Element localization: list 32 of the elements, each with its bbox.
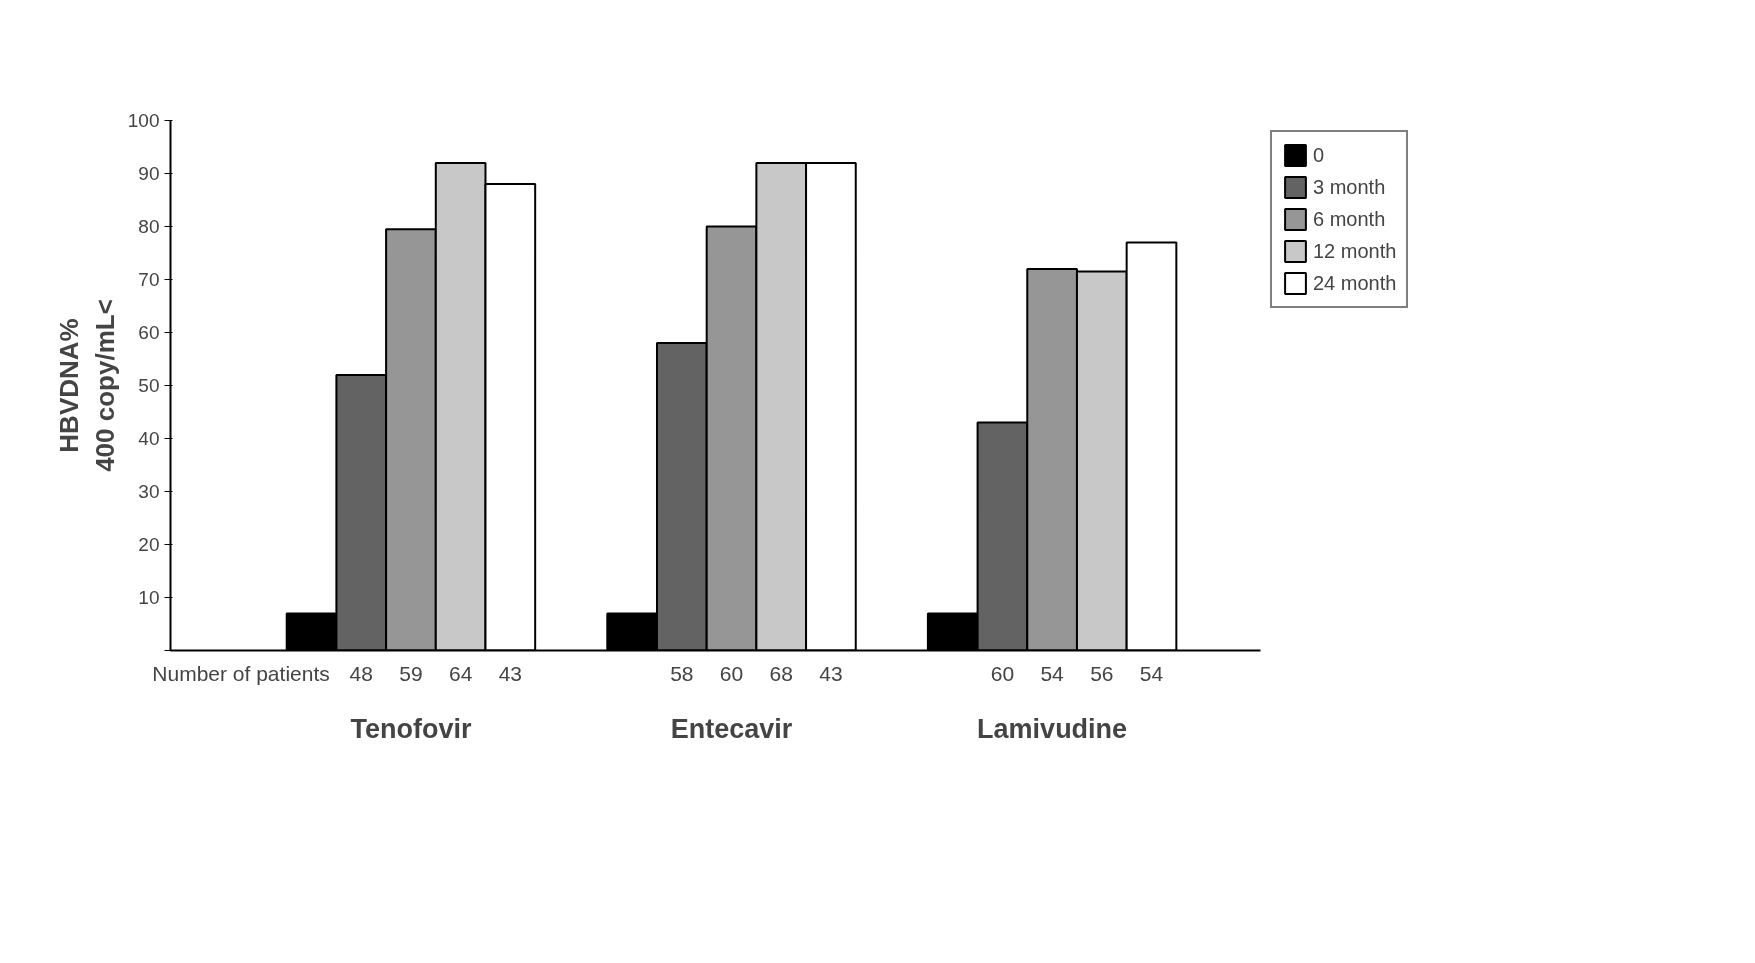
text: 54	[1040, 661, 1065, 685]
y-tick-label: 30	[138, 481, 160, 502]
x-tick-label: Lamivudine	[977, 713, 1128, 744]
text: Number of patients	[152, 661, 330, 685]
text: 68	[769, 661, 793, 685]
y-tick-label: 90	[138, 163, 160, 184]
text: 54	[1139, 661, 1164, 685]
text: 43	[498, 661, 522, 685]
y-tick-label: 80	[138, 216, 160, 237]
y-tick-label: 40	[138, 428, 160, 449]
text: 60	[719, 661, 744, 685]
legend-label: 6 month	[1313, 207, 1386, 231]
x-tick-label: Entecavir	[670, 713, 793, 744]
y-tick-label: 70	[138, 269, 160, 290]
y-tick-label: 20	[138, 534, 160, 555]
x-tick-label: Tenofovir	[350, 713, 472, 744]
text: 64	[448, 661, 473, 685]
legend-label: 3 month	[1313, 175, 1386, 199]
legend-label: 0	[1313, 143, 1326, 167]
text: 48	[349, 661, 373, 685]
y-tick-label: 100	[127, 110, 160, 131]
text: 43	[819, 661, 843, 685]
y-tick-label: 60	[138, 322, 160, 343]
legend-label: 12 month	[1313, 239, 1397, 263]
text: 59	[399, 661, 423, 685]
text: 58	[670, 661, 694, 685]
legend-label: 24 month	[1313, 271, 1397, 295]
text: 60	[990, 661, 1015, 685]
y-tick-label: 10	[138, 587, 160, 608]
y-axis-title: HBVDNA% 400 copy/mL<	[53, 299, 120, 472]
y-tick-label: 50	[138, 375, 160, 396]
text: 56	[1090, 661, 1114, 685]
